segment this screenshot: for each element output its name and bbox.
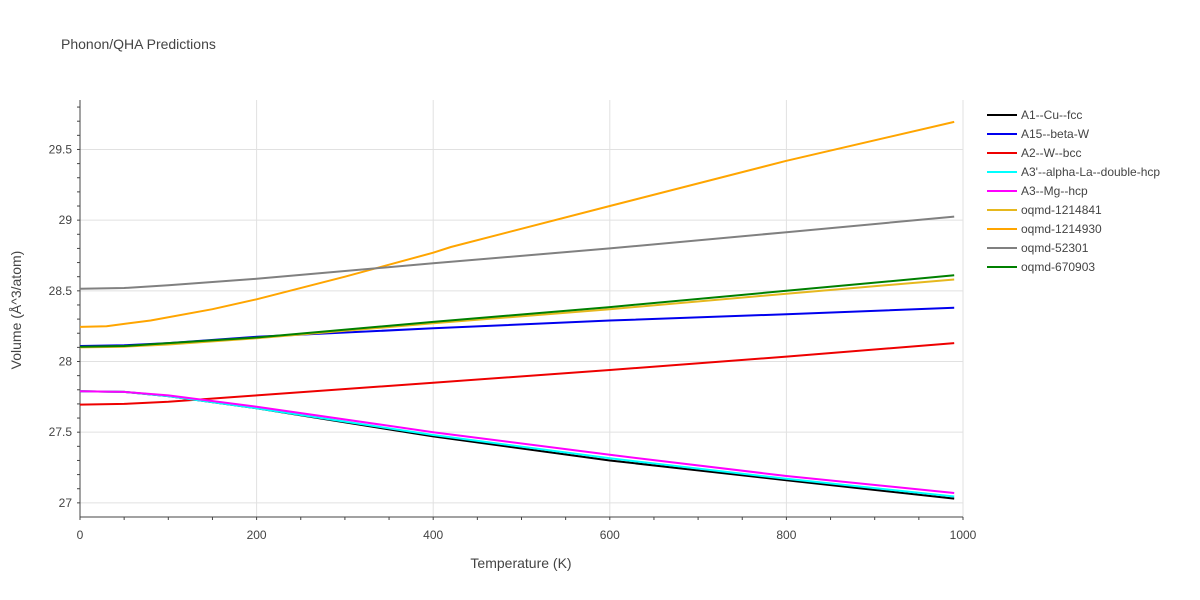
legend-item[interactable]: oqmd-1214841: [987, 203, 1102, 217]
legend-item[interactable]: oqmd-670903: [987, 260, 1095, 274]
series-line-8[interactable]: [79, 274, 955, 348]
x-tick-label: 200: [247, 528, 267, 542]
legend-label: oqmd-670903: [1021, 260, 1095, 274]
chart-title: Phonon/QHA Predictions: [61, 36, 216, 52]
series-layer: [79, 120, 955, 500]
y-tick-label: 29.5: [49, 142, 73, 156]
x-tick-label: 400: [423, 528, 443, 542]
x-tick-label: 0: [77, 528, 84, 542]
series-line-2[interactable]: [79, 342, 955, 406]
x-axis-title: Temperature (K): [470, 555, 571, 571]
legend-label: A1--Cu--fcc: [1021, 108, 1082, 122]
legend-label: oqmd-52301: [1021, 241, 1089, 255]
y-tick-label: 27.5: [49, 425, 73, 439]
legend-label: oqmd-1214930: [1021, 222, 1102, 236]
legend-label: A15--beta-W: [1021, 127, 1090, 141]
y-tick-label: 28: [59, 355, 73, 369]
grid-layer: [80, 100, 964, 517]
series-line-6[interactable]: [79, 120, 955, 328]
legend-item[interactable]: A3--Mg--hcp: [987, 184, 1088, 198]
x-tick-label: 800: [776, 528, 796, 542]
legend-item[interactable]: A3'--alpha-La--double-hcp: [987, 165, 1160, 179]
x-tick-label: 1000: [950, 528, 977, 542]
y-tick-label: 27: [59, 496, 73, 510]
y-tick-label: 29: [59, 213, 73, 227]
legend-label: oqmd-1214841: [1021, 203, 1102, 217]
series-line-4[interactable]: [79, 390, 955, 494]
legend-item[interactable]: A1--Cu--fcc: [987, 108, 1082, 122]
legend-label: A3'--alpha-La--double-hcp: [1021, 165, 1160, 179]
legend-label: A3--Mg--hcp: [1021, 184, 1088, 198]
legend-item[interactable]: A15--beta-W: [987, 127, 1090, 141]
axes: [77, 100, 964, 520]
series-line-7[interactable]: [79, 215, 955, 290]
legend-item[interactable]: oqmd-52301: [987, 241, 1089, 255]
legend-item[interactable]: A2--W--bcc: [987, 146, 1081, 160]
y-axis-title: Volume (Å^3/atom): [8, 251, 24, 370]
legend-item[interactable]: oqmd-1214930: [987, 222, 1102, 236]
y-tick-labels: 27 27.5 28 28.5 29 29.5: [49, 142, 73, 509]
x-tick-label: 600: [600, 528, 620, 542]
y-tick-label: 28.5: [49, 284, 73, 298]
legend[interactable]: A1--Cu--fcc A15--beta-W A2--W--bcc A3'--alp…: [987, 108, 1160, 274]
legend-label: A2--W--bcc: [1021, 146, 1081, 160]
x-tick-labels: 0 200 400 600 800 1000: [77, 528, 977, 542]
